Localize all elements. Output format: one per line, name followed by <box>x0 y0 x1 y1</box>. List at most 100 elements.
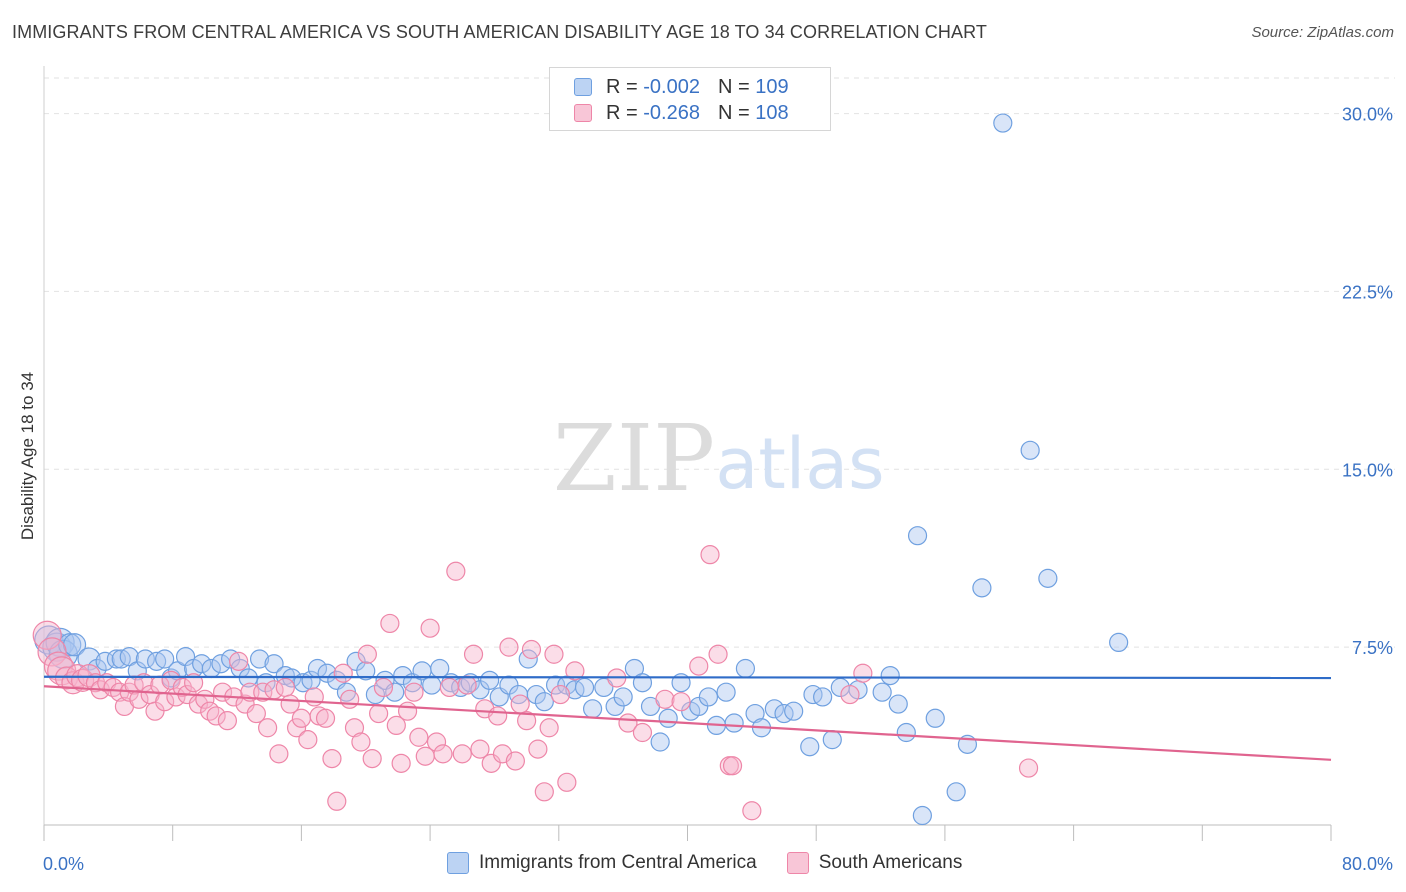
point-central-america <box>293 673 313 693</box>
point-south-americans <box>357 644 377 664</box>
y-tick-label: 30.0% <box>1342 105 1393 125</box>
point-south-americans <box>322 748 342 769</box>
point-central-america <box>534 692 554 712</box>
watermark-zip: ZIP <box>553 405 715 512</box>
chart-title: IMMIGRANTS FROM CENTRAL AMERICA VS SOUTH… <box>12 22 987 42</box>
point-south-americans <box>71 668 95 692</box>
point-south-americans <box>373 677 394 698</box>
x-tick-labels: 0.0% 80.0% <box>43 854 1393 874</box>
legend-n-label: N = <box>717 101 750 124</box>
point-central-america <box>58 633 82 657</box>
trend-line-south-americans <box>43 685 1332 761</box>
point-central-america <box>545 675 566 695</box>
axes <box>43 66 1332 841</box>
legend-label-south-americans: South Americans <box>818 852 963 873</box>
point-central-america <box>135 649 155 669</box>
point-south-americans <box>557 772 577 792</box>
point-south-americans <box>37 637 67 667</box>
point-central-america <box>888 694 908 714</box>
point-south-americans <box>420 618 440 638</box>
point-central-america <box>613 687 633 707</box>
point-south-americans <box>544 644 564 664</box>
point-south-americans <box>689 656 709 676</box>
point-south-americans <box>344 718 365 738</box>
point-central-america <box>896 722 916 743</box>
point-south-americans <box>655 689 675 709</box>
point-central-america <box>698 687 719 707</box>
point-central-america <box>735 658 756 679</box>
point-south-americans <box>286 718 307 738</box>
point-south-americans <box>632 722 653 743</box>
point-south-americans <box>510 694 530 714</box>
point-south-americans <box>229 651 249 671</box>
point-south-americans <box>404 682 424 702</box>
point-central-america <box>111 649 131 669</box>
point-south-americans <box>700 545 720 565</box>
point-central-america <box>880 665 900 686</box>
watermark-atlas: atlas <box>715 423 884 505</box>
point-south-americans <box>184 673 204 693</box>
point-south-americans <box>409 727 429 747</box>
point-south-americans <box>340 689 360 709</box>
legend-item-central-america: Immigrants from Central America <box>447 852 757 874</box>
point-central-america <box>480 670 500 690</box>
point-south-americans <box>742 801 762 821</box>
legend-row-south-americans: R = -0.268 N = 108 <box>574 101 789 125</box>
legend-r-label: R = <box>606 75 638 98</box>
point-south-americans <box>275 677 295 698</box>
legend-swatch-pink <box>786 852 809 874</box>
legend-n-label: N = <box>717 75 750 98</box>
point-south-americans <box>217 711 237 731</box>
point-south-americans <box>291 708 311 728</box>
x-tick-label: 0.0% <box>43 854 84 874</box>
point-south-americans <box>433 744 453 764</box>
point-south-americans <box>539 718 559 738</box>
point-central-america <box>716 682 736 702</box>
point-south-americans <box>439 677 460 698</box>
point-south-americans <box>499 637 519 657</box>
legend-r-label: R = <box>606 101 638 124</box>
point-central-america <box>658 708 678 728</box>
point-central-america <box>784 701 804 721</box>
y-tick-label: 7.5% <box>1352 638 1393 658</box>
source-note: Source: ZipAtlas.com <box>1251 24 1394 41</box>
point-central-america <box>1038 568 1058 588</box>
point-central-america <box>422 675 442 695</box>
legend-r-value: -0.002 <box>643 75 700 98</box>
point-south-americans <box>246 703 266 724</box>
point-central-america <box>813 687 833 707</box>
legend-row-central-america: R = -0.002 N = 109 <box>574 75 789 99</box>
point-central-america <box>745 703 765 724</box>
point-south-americans <box>550 684 571 705</box>
point-central-america <box>907 526 928 546</box>
legend-swatch-blue <box>574 78 592 96</box>
point-south-americans <box>206 706 226 726</box>
point-south-americans <box>362 748 382 769</box>
point-south-americans <box>380 613 400 634</box>
gridlines <box>44 77 1395 648</box>
point-south-americans <box>457 675 477 695</box>
point-central-america <box>650 732 670 752</box>
point-south-americans <box>32 620 62 650</box>
point-south-americans <box>521 639 542 660</box>
point-south-americans <box>253 682 273 702</box>
point-central-america <box>385 682 405 702</box>
legend-swatch-pink <box>574 104 592 122</box>
point-south-americans <box>426 732 447 752</box>
point-south-americans <box>505 751 525 771</box>
legend-label-central-america: Immigrants from Central America <box>479 852 757 873</box>
y-axis-label: Disability Age 18 to 34 <box>18 371 37 541</box>
point-south-americans <box>235 694 255 714</box>
point-central-america <box>77 647 101 671</box>
point-south-americans <box>315 708 336 728</box>
point-central-america <box>95 651 115 671</box>
point-south-americans <box>481 753 501 773</box>
point-central-america <box>526 684 546 705</box>
legend-item-south-americans: South Americans <box>786 852 963 874</box>
x-tick-label: 80.0% <box>1342 854 1393 874</box>
series-south-americans-points <box>32 545 1039 821</box>
point-central-america <box>574 677 595 698</box>
point-central-america <box>912 805 932 826</box>
point-south-americans <box>534 782 554 802</box>
